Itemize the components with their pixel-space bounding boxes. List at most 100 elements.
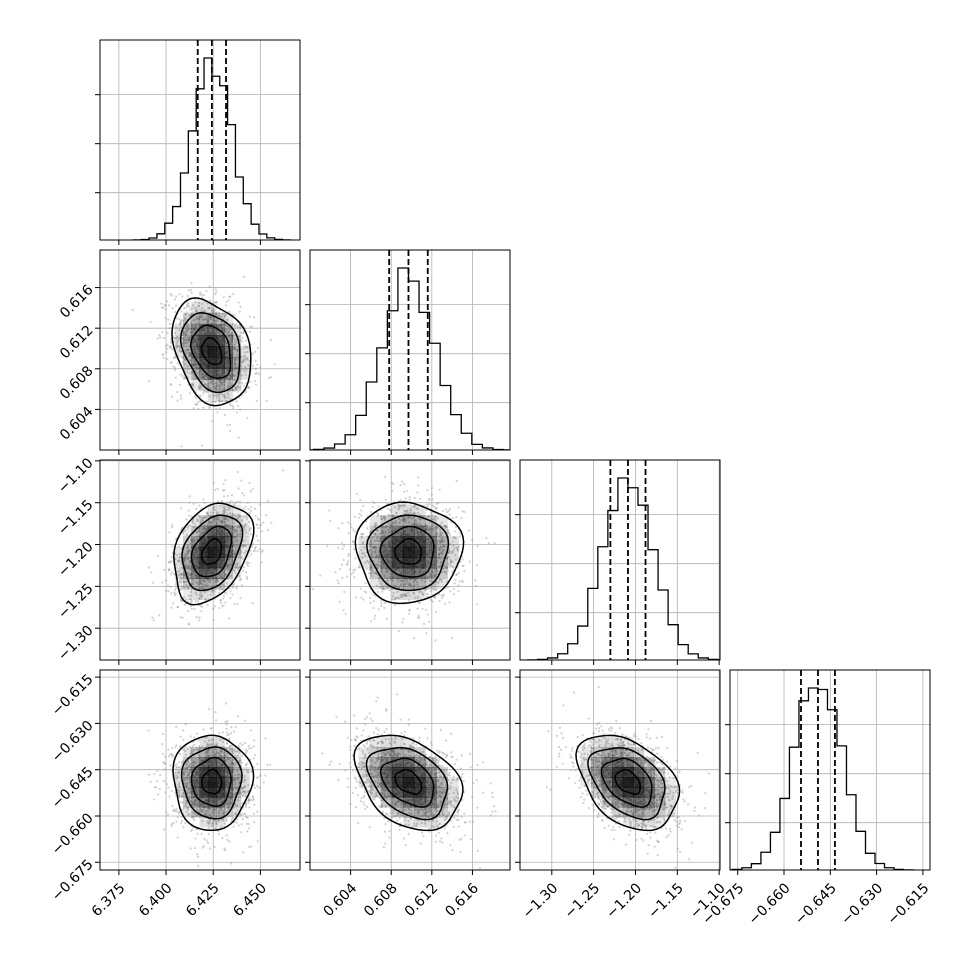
- scatter-point: [446, 557, 449, 560]
- scatter-point: [162, 336, 166, 340]
- scatter-point: [403, 504, 406, 507]
- scatter-point: [372, 545, 376, 548]
- scatter-point: [429, 573, 432, 576]
- density-cell: [224, 357, 233, 369]
- scatter-point: [416, 595, 420, 598]
- scatter-point: [438, 548, 441, 551]
- scatter-point: [253, 316, 256, 319]
- scatter-point: [384, 531, 387, 534]
- scatter-point: [246, 560, 249, 564]
- scatter-point: [419, 497, 422, 500]
- scatter-point: [250, 505, 253, 509]
- scatter-point: [219, 380, 222, 384]
- density-cell: [199, 578, 209, 590]
- scatter-point: [216, 325, 220, 328]
- scatter-point: [389, 510, 393, 513]
- scatter-point: [167, 561, 171, 564]
- scatter-point: [388, 522, 391, 526]
- scatter-point: [380, 517, 383, 520]
- scatter-point: [182, 358, 185, 361]
- scatter-point: [225, 819, 228, 823]
- density-cell: [232, 536, 242, 548]
- scatter-point: [189, 330, 192, 333]
- scatter-point: [231, 337, 234, 341]
- scatter-point: [436, 517, 440, 520]
- scatter-point: [218, 314, 221, 318]
- scatter-point: [218, 399, 221, 402]
- scatter-point: [445, 572, 448, 575]
- scatter-point: [439, 540, 442, 544]
- density-cell: [199, 525, 209, 537]
- scatter-point: [229, 377, 232, 380]
- scatter-point: [224, 702, 228, 705]
- density-cell: [207, 567, 217, 579]
- scatter-point: [229, 384, 232, 387]
- scatter-point: [437, 580, 440, 583]
- scatter-point: [248, 520, 251, 524]
- scatter-point: [385, 525, 388, 528]
- scatter-point: [448, 550, 452, 553]
- density-cell: [402, 557, 415, 569]
- scatter-point: [457, 572, 460, 575]
- scatter-point: [242, 347, 245, 350]
- scatter-point: [347, 521, 350, 524]
- scatter-point: [403, 583, 406, 586]
- scatter-point: [435, 532, 439, 535]
- scatter-point: [175, 345, 178, 348]
- scatter-point: [226, 512, 229, 515]
- scatter-point: [385, 617, 389, 620]
- scatter-point: [222, 512, 225, 515]
- scatter-point: [223, 584, 226, 588]
- density-cell: [224, 578, 233, 590]
- scatter-point: [222, 489, 225, 492]
- scatter-point: [414, 522, 417, 526]
- scatter-point: [184, 567, 187, 570]
- scatter-point: [238, 533, 241, 536]
- scatter-point: [197, 575, 200, 578]
- scatter-point: [199, 291, 202, 294]
- scatter-point: [200, 610, 203, 613]
- density-cell: [240, 368, 250, 380]
- scatter-point: [404, 519, 407, 522]
- y-tick-label: 0.608: [57, 363, 97, 403]
- scatter-point: [196, 519, 199, 523]
- scatter-point: [189, 591, 193, 594]
- density-cell: [174, 567, 184, 579]
- scatter-point: [236, 367, 239, 370]
- scatter-point: [180, 350, 183, 353]
- scatter-point: [380, 517, 383, 520]
- scatter-point: [180, 578, 183, 581]
- scatter-point: [182, 337, 185, 340]
- scatter-point: [347, 554, 350, 558]
- scatter-point: [187, 304, 190, 308]
- scatter-point: [198, 293, 202, 296]
- scatter-point: [189, 574, 192, 577]
- scatter-point: [385, 570, 388, 573]
- scatter-point: [213, 518, 216, 521]
- scatter-point: [189, 321, 193, 324]
- scatter-point: [248, 827, 251, 830]
- scatter-point: [410, 584, 413, 587]
- scatter-point: [180, 572, 183, 575]
- scatter-point: [197, 301, 201, 304]
- scatter-point: [202, 527, 205, 531]
- scatter-point: [256, 539, 260, 542]
- scatter-point: [193, 364, 196, 367]
- scatter-point: [221, 323, 224, 326]
- scatter-point: [428, 503, 431, 506]
- scatter-point: [463, 570, 466, 573]
- scatter-point: [188, 501, 191, 504]
- scatter-point: [376, 564, 379, 567]
- scatter-point: [428, 529, 431, 532]
- scatter-point: [406, 512, 410, 515]
- scatter-point: [204, 374, 207, 377]
- scatter-point: [241, 340, 244, 343]
- scatter-point: [178, 318, 181, 321]
- scatter-point: [434, 610, 437, 613]
- scatter-point: [487, 541, 491, 545]
- scatter-point: [338, 567, 341, 571]
- scatter-point: [352, 569, 355, 572]
- scatter-point: [179, 581, 182, 584]
- scatter-point: [445, 557, 449, 560]
- density-cell: [199, 379, 209, 391]
